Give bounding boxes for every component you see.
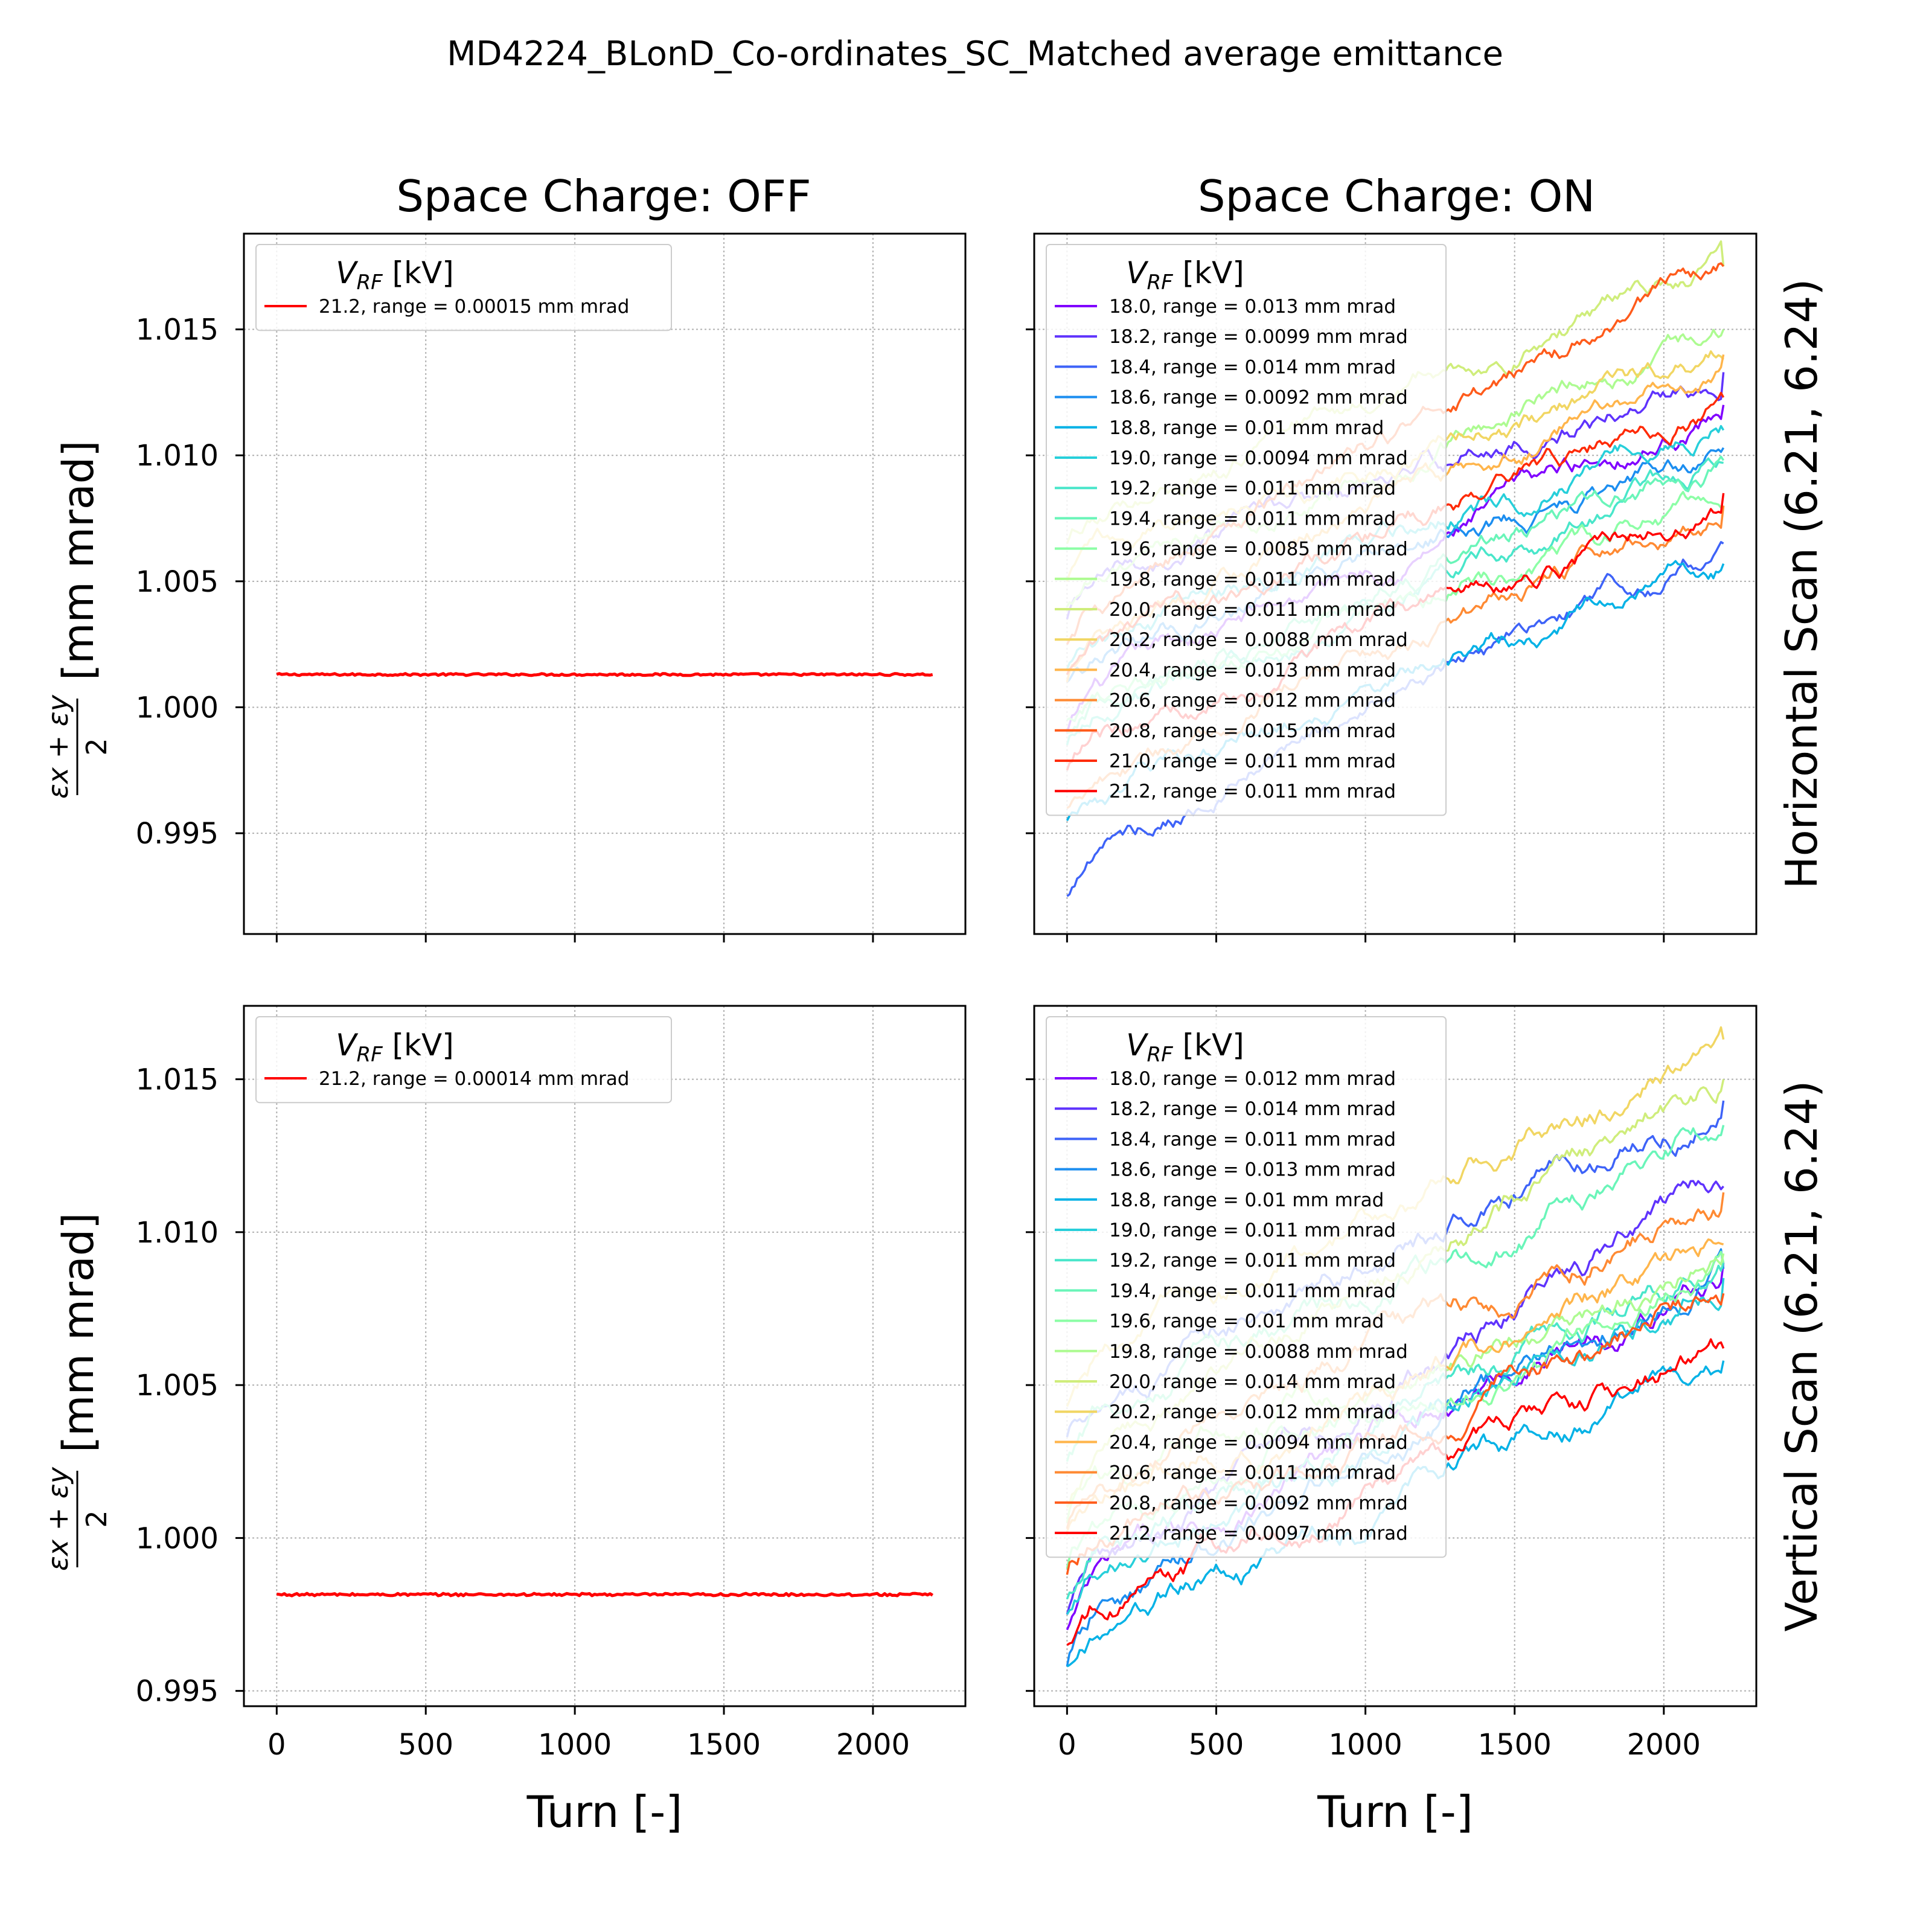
- legend-entry: 20.4, range = 0.0094 mm mrad: [1109, 1431, 1408, 1453]
- y-label-denominator: 2: [80, 1510, 113, 1527]
- row-label: Vertical Scan (6.21, 6.24): [1776, 1081, 1827, 1632]
- y-axis-label: εx + εy 2 [mm mrad]: [42, 440, 113, 799]
- legend-entry: 19.6, range = 0.0085 mm mrad: [1109, 539, 1408, 560]
- y-tick-label: 1.015: [136, 1063, 219, 1097]
- x-tick-label: 1000: [1329, 1728, 1403, 1762]
- legend-entry: 20.2, range = 0.012 mm mrad: [1109, 1401, 1396, 1423]
- legend-entry: 20.0, range = 0.014 mm mrad: [1109, 1371, 1396, 1393]
- x-tick-label: 0: [267, 1728, 286, 1762]
- x-axis-label: Turn [-]: [1317, 1786, 1473, 1837]
- x-tick-label: 1500: [687, 1728, 761, 1762]
- panel-3: 0 500 1000 1500 2000 Turn [-] Vertical Scan (6…: [1026, 1005, 1827, 1837]
- legend-box: [255, 1016, 672, 1104]
- x-tick-label: 500: [398, 1728, 453, 1762]
- legend-entry: 20.4, range = 0.013 mm mrad: [1109, 659, 1396, 681]
- legend-entry: 21.2, range = 0.00014 mm mrad: [319, 1068, 629, 1090]
- panel-2: 0 500 1000 1500 2000 0.995 1.000 1.005 1.010 1.01…: [42, 1005, 967, 1837]
- y-tick-label: 1.000: [136, 1521, 219, 1555]
- legend-entry: 19.8, range = 0.011 mm mrad: [1109, 569, 1396, 590]
- y-tick-label: 1.010: [136, 1216, 219, 1250]
- legend-box: [1046, 1016, 1447, 1558]
- legend-entry: 20.6, range = 0.011 mm mrad: [1109, 1462, 1396, 1484]
- y-tick-label: 1.015: [136, 313, 219, 347]
- y-label-unit: [mm mrad]: [54, 1212, 103, 1453]
- legend-entry: 18.6, range = 0.0092 mm mrad: [1109, 387, 1408, 409]
- legend-title: VRF [kV]: [1126, 1028, 1244, 1067]
- y-label-denominator: 2: [80, 738, 113, 755]
- legend-entry: 18.2, range = 0.0099 mm mrad: [1109, 326, 1408, 348]
- y-tick-label: 0.995: [136, 1675, 219, 1709]
- legend-entry: 19.8, range = 0.0088 mm mrad: [1109, 1341, 1408, 1363]
- column-title-sc-on: Space Charge: ON: [1198, 171, 1595, 222]
- legend-box: [255, 244, 672, 331]
- series-line: [276, 672, 933, 677]
- legend: VRF [kV]18.0, range = 0.012 mm mrad 18.2,…: [1046, 1016, 1447, 1558]
- y-label-numerator: εx + εy: [42, 694, 74, 799]
- legend-entry: 19.4, range = 0.011 mm mrad: [1109, 1280, 1396, 1302]
- column-title-sc-off: Space Charge: OFF: [396, 171, 811, 222]
- legend-entry: 19.2, range = 0.011 mm mrad: [1109, 1250, 1396, 1271]
- legend-entry: 19.4, range = 0.011 mm mrad: [1109, 508, 1396, 529]
- legend-title: VRF [kV]: [336, 255, 453, 295]
- y-tick-label: 1.000: [136, 691, 219, 724]
- panel-0: 0.995 1.000 1.005 1.010 1.015 εx + εy 2 [mm mra…: [42, 232, 967, 942]
- axes-frame: [243, 1005, 967, 1707]
- x-tick-label: 1500: [1478, 1728, 1552, 1762]
- x-tick-label: 2000: [836, 1728, 910, 1762]
- legend: VRF [kV]21.2, range = 0.00015 mm mrad: [255, 244, 672, 331]
- y-tick-label: 0.995: [136, 817, 219, 851]
- y-label-numerator: εx + εy: [42, 1467, 74, 1571]
- legend-entry: 18.2, range = 0.014 mm mrad: [1109, 1098, 1396, 1120]
- x-tick-label: 1000: [538, 1728, 612, 1762]
- legend-entry: 20.6, range = 0.012 mm mrad: [1109, 690, 1396, 712]
- x-tick-label: 2000: [1627, 1728, 1701, 1762]
- legend-entry: 18.4, range = 0.014 mm mrad: [1109, 356, 1396, 378]
- legend-entry: 20.2, range = 0.0088 mm mrad: [1109, 629, 1408, 651]
- y-tick-label: 1.010: [136, 439, 219, 473]
- legend: VRF [kV]21.2, range = 0.00014 mm mrad: [255, 1016, 672, 1104]
- axes-frame: [1033, 1005, 1758, 1707]
- panel-1: Horizontal Scan (6.21, 6.24) VRF [kV]18.0…: [1026, 232, 1827, 942]
- legend-box: [1046, 244, 1447, 816]
- legend-entry: 18.6, range = 0.013 mm mrad: [1109, 1159, 1396, 1181]
- legend-title: VRF [kV]: [1126, 255, 1244, 295]
- legend-entry: 19.6, range = 0.01 mm mrad: [1109, 1311, 1384, 1332]
- row-label: Horizontal Scan (6.21, 6.24): [1776, 278, 1827, 889]
- legend-entry: 20.0, range = 0.011 mm mrad: [1109, 599, 1396, 621]
- legend-entry: 21.0, range = 0.011 mm mrad: [1109, 750, 1396, 772]
- series-line: [277, 1591, 934, 1598]
- x-tick-label: 500: [1189, 1728, 1244, 1762]
- x-tick-label: 0: [1058, 1728, 1076, 1762]
- legend-entry: 18.8, range = 0.01 mm mrad: [1109, 1189, 1384, 1211]
- legend-entry: 19.2, range = 0.011 mm mrad: [1109, 478, 1396, 499]
- legend-entry: 18.0, range = 0.013 mm mrad: [1109, 296, 1396, 318]
- figure-suptitle: MD4224_BLonD_Co-ordinates_SC_Matched ave…: [447, 34, 1503, 74]
- legend-entry: 21.2, range = 0.00015 mm mrad: [319, 296, 629, 318]
- x-axis-label: Turn [-]: [526, 1786, 683, 1837]
- legend-entry: 21.2, range = 0.0097 mm mrad: [1109, 1523, 1408, 1544]
- legend-entry: 19.0, range = 0.0094 mm mrad: [1109, 447, 1408, 469]
- legend-entry: 19.0, range = 0.011 mm mrad: [1109, 1220, 1396, 1241]
- legend-title: VRF [kV]: [336, 1028, 453, 1067]
- y-tick-label: 1.005: [136, 565, 219, 599]
- legend-entry: 18.0, range = 0.012 mm mrad: [1109, 1068, 1396, 1090]
- y-tick-label: 1.005: [136, 1369, 219, 1403]
- legend-entry: 18.8, range = 0.01 mm mrad: [1109, 417, 1384, 439]
- y-label-unit: [mm mrad]: [54, 440, 103, 680]
- legend: VRF [kV]18.0, range = 0.013 mm mrad 18.2,…: [1046, 244, 1447, 816]
- axes-frame: [243, 232, 967, 935]
- legend-entry: 20.8, range = 0.015 mm mrad: [1109, 720, 1396, 742]
- y-axis-label: εx + εy 2 [mm mrad]: [42, 1212, 113, 1571]
- legend-entry: 21.2, range = 0.011 mm mrad: [1109, 781, 1396, 802]
- legend-entry: 18.4, range = 0.011 mm mrad: [1109, 1128, 1396, 1150]
- legend-entry: 20.8, range = 0.0092 mm mrad: [1109, 1492, 1408, 1514]
- axes-frame: [1033, 232, 1758, 935]
